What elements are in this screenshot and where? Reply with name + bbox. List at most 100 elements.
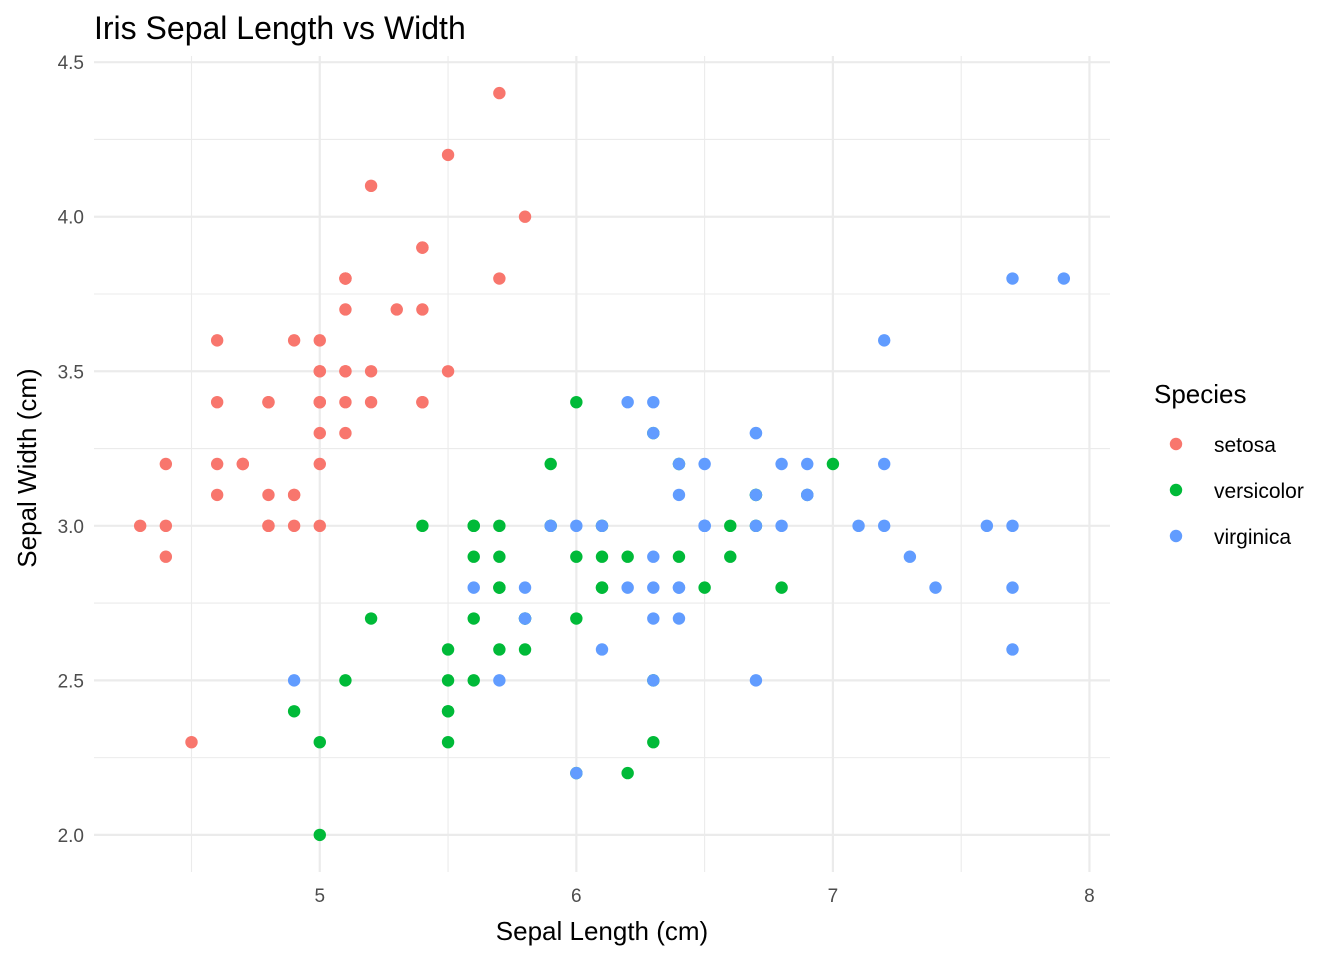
data-point: [441, 674, 455, 687]
data-point: [595, 519, 609, 533]
data-point: [570, 766, 583, 780]
data-point: [672, 457, 686, 471]
data-point: [647, 674, 660, 687]
data-point: [980, 519, 994, 533]
series-setosa: [133, 86, 532, 749]
data-point: [570, 519, 583, 533]
y-tick-label: 3.0: [58, 517, 84, 538]
data-point: [364, 612, 378, 625]
y-tick-label: 4.5: [58, 53, 84, 74]
data-points: [133, 86, 1071, 842]
data-point: [518, 643, 532, 656]
data-point: [749, 426, 763, 440]
data-point: [185, 735, 198, 749]
legend-label: virginica: [1214, 526, 1291, 549]
data-point: [647, 735, 660, 749]
data-point: [647, 395, 660, 409]
x-tick-label: 5: [314, 886, 325, 907]
plot-grid: [94, 56, 1110, 872]
data-point: [287, 705, 301, 718]
data-point: [467, 519, 480, 533]
data-point: [313, 735, 326, 749]
data-point: [210, 488, 224, 502]
data-point: [313, 828, 326, 842]
data-point: [749, 488, 763, 502]
data-point: [595, 581, 609, 594]
legend: Species setosa versicolor virginica: [1154, 379, 1304, 549]
data-point: [364, 179, 378, 193]
data-point: [698, 581, 711, 594]
data-point: [339, 426, 352, 440]
legend-label: versicolor: [1214, 480, 1304, 503]
data-point: [518, 612, 532, 625]
y-tick-label: 2.5: [58, 671, 84, 692]
data-point: [878, 334, 891, 347]
data-point: [570, 550, 583, 563]
legend-item-versicolor: versicolor: [1169, 480, 1304, 503]
data-point: [724, 519, 737, 533]
data-point: [647, 550, 660, 563]
data-point: [441, 643, 455, 656]
x-axis-ticks: 5 6 7 8: [314, 886, 1094, 907]
data-point: [467, 581, 480, 594]
data-point: [595, 550, 609, 563]
data-point: [647, 612, 660, 625]
data-point: [544, 519, 557, 533]
data-point: [339, 674, 352, 687]
data-point: [647, 426, 660, 440]
data-point: [749, 674, 763, 687]
legend-title: Species: [1154, 379, 1247, 409]
y-axis-ticks: 2.0 2.5 3.0 3.5 4.0 4.5: [58, 53, 84, 847]
data-point: [441, 148, 455, 162]
data-point: [1006, 581, 1019, 594]
data-point: [1057, 272, 1071, 285]
data-point: [364, 365, 378, 378]
legend-item-setosa: setosa: [1169, 434, 1276, 457]
data-point: [416, 519, 429, 533]
data-point: [801, 457, 814, 471]
data-point: [775, 457, 788, 471]
data-point: [493, 674, 506, 687]
data-point: [672, 550, 686, 563]
data-point: [493, 550, 506, 563]
data-point: [262, 488, 275, 502]
data-point: [724, 550, 737, 563]
y-tick-label: 2.0: [58, 826, 84, 847]
data-point: [852, 519, 865, 533]
data-point: [698, 519, 711, 533]
data-point: [647, 581, 660, 594]
data-point: [518, 210, 532, 223]
x-axis-title: Sepal Length (cm): [496, 916, 708, 946]
legend-key: [1169, 483, 1183, 497]
data-point: [493, 519, 506, 533]
legend-label: setosa: [1214, 434, 1276, 457]
data-point: [698, 457, 711, 471]
data-point: [287, 519, 301, 533]
data-point: [1006, 643, 1019, 656]
data-point: [441, 365, 455, 378]
data-point: [672, 488, 686, 502]
data-point: [1006, 272, 1019, 285]
data-point: [595, 643, 609, 656]
data-point: [749, 519, 763, 533]
data-point: [801, 488, 814, 502]
data-point: [364, 395, 378, 409]
data-point: [210, 395, 224, 409]
data-point: [570, 612, 583, 625]
data-point: [441, 705, 455, 718]
data-point: [390, 303, 403, 316]
data-point: [878, 457, 891, 471]
data-point: [775, 519, 788, 533]
data-point: [313, 395, 326, 409]
data-point: [339, 272, 352, 285]
data-point: [570, 395, 583, 409]
data-point: [339, 303, 352, 316]
data-point: [672, 612, 686, 625]
data-point: [672, 581, 686, 594]
data-point: [621, 550, 634, 563]
data-point: [236, 457, 250, 471]
legend-key: [1169, 529, 1183, 543]
data-point: [621, 581, 634, 594]
data-point: [313, 365, 326, 378]
data-point: [159, 550, 173, 563]
